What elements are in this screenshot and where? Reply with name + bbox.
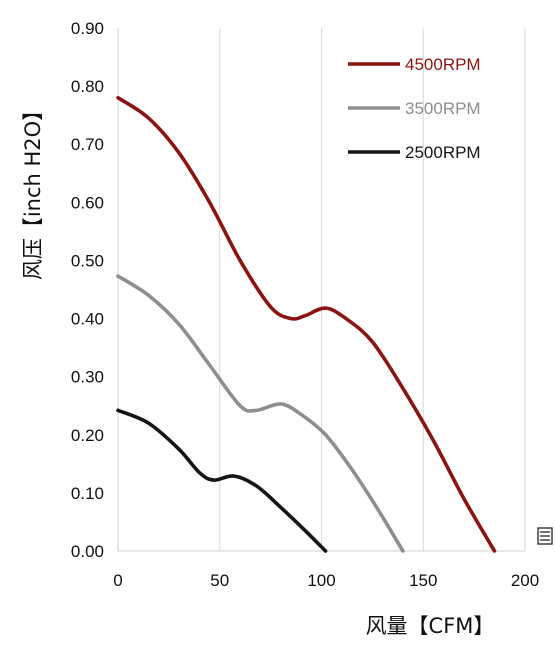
x-axis-label: 风量【CFM】 (366, 614, 495, 638)
y-tick-label: 0.50 (71, 251, 104, 270)
menu-icon (537, 527, 553, 545)
y-tick-label: 0.90 (71, 19, 104, 38)
y-tick-label: 0.30 (71, 368, 104, 387)
legend-label-3500rpm: 3500RPM (405, 99, 481, 118)
x-tick-label: 200 (511, 571, 539, 590)
legend-label-4500rpm: 4500RPM (405, 55, 481, 74)
series-line-2500rpm (116, 408, 328, 553)
legend-label-2500rpm: 2500RPM (405, 143, 481, 162)
y-tick-labels: 0.00 0.10 0.20 0.30 0.40 0.50 0.60 0.70 0.80 0.90 (71, 19, 104, 561)
x-tick-label: 100 (307, 571, 335, 590)
y-tick-label: 0.10 (71, 484, 104, 503)
x-tick-labels: 0 50 100 150 200 (113, 571, 539, 590)
y-tick-label: 0.00 (71, 542, 104, 561)
y-tick-label: 0.80 (71, 77, 104, 96)
x-tick-label: 0 (113, 571, 122, 590)
y-tick-label: 0.40 (71, 310, 104, 329)
legend: 4500RPM 3500RPM 2500RPM (348, 55, 481, 162)
y-tick-label: 0.70 (71, 135, 104, 154)
y-tick-label: 0.20 (71, 426, 104, 445)
x-tick-label: 50 (210, 571, 229, 590)
x-tick-label: 150 (409, 571, 437, 590)
axis-layer (117, 28, 525, 552)
series-line-4500rpm (116, 95, 497, 553)
y-tick-label: 0.60 (71, 193, 104, 212)
series-line-3500rpm (116, 274, 405, 553)
series-lines (116, 95, 497, 553)
y-axis-label: 风压【inch H2O】 (21, 100, 45, 280)
grid-layer (219, 28, 526, 551)
